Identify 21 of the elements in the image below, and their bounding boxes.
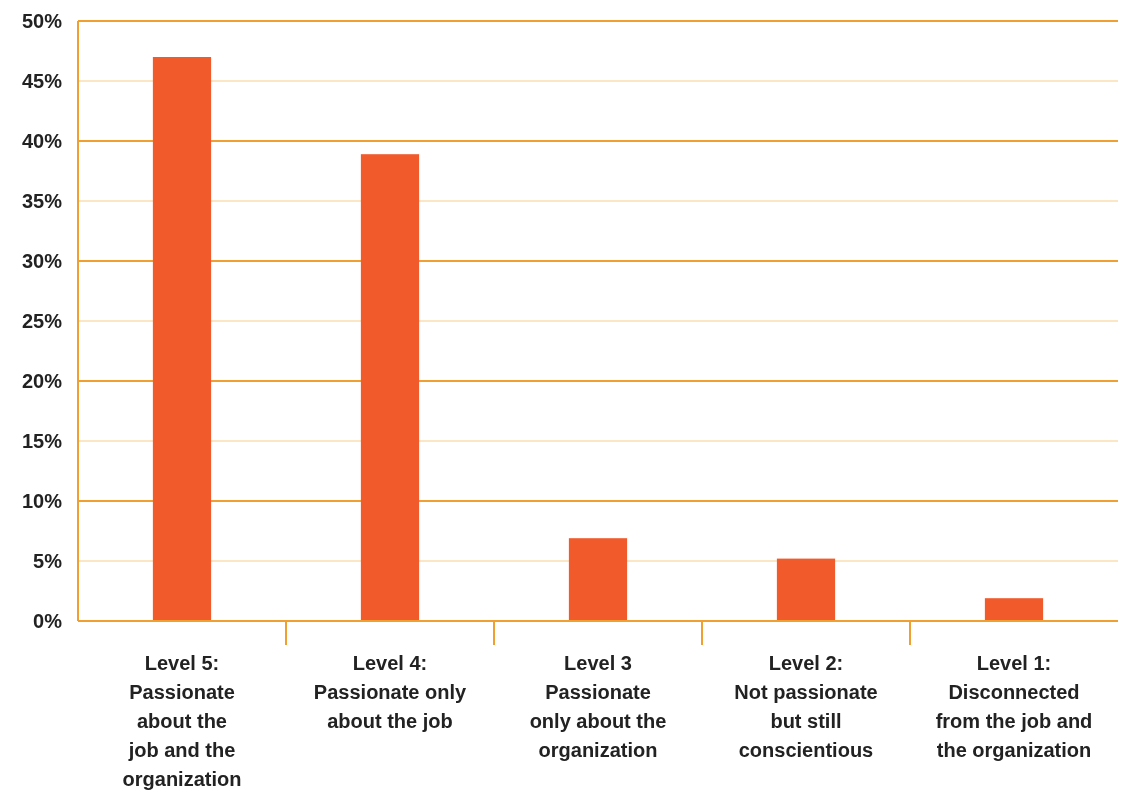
y-tick-label: 25%: [21, 310, 63, 332]
x-tick-label: Level 1: Disconnected from the job and the organization: [935, 652, 1093, 761]
y-tick-label: 15%: [21, 430, 63, 452]
y-tick-label: 10%: [21, 490, 63, 512]
x-tick-label: Level 5: Passionate about the job and the organization: [122, 652, 242, 790]
y-tick-label: 45%: [21, 70, 63, 92]
bar: [360, 154, 420, 621]
y-tick-label: 50%: [21, 10, 63, 32]
x-tick-label: Level 2: Not passionate but still conscientious: [734, 652, 878, 761]
x-tick-label: Level 3 Passionate only about the organization: [529, 652, 667, 761]
bar: [984, 598, 1044, 621]
y-tick-label: 20%: [21, 370, 63, 392]
y-tick-label: 35%: [21, 190, 63, 212]
y-tick-label: 5%: [33, 550, 63, 572]
bar: [568, 538, 628, 621]
bar: [152, 57, 212, 621]
y-tick-label: 30%: [21, 250, 63, 272]
y-tick-label: 0%: [33, 610, 63, 632]
bar: [776, 558, 836, 621]
y-tick-label: 40%: [21, 130, 63, 152]
x-tick-label: Level 4: Passionate only about the job: [313, 652, 468, 732]
